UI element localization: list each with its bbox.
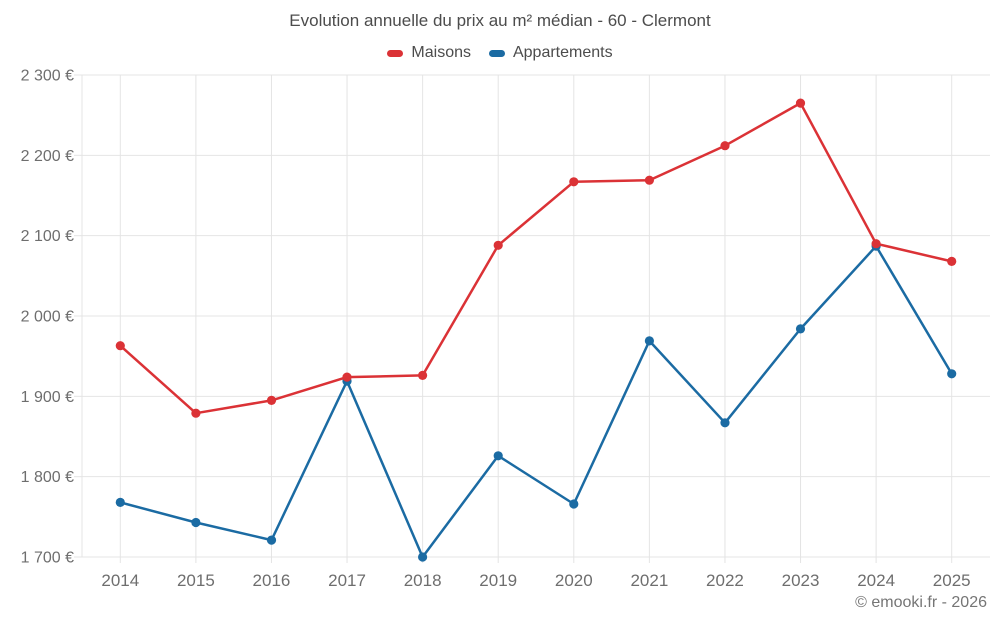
x-tick-label-2019: 2019 [479,571,517,590]
point-maisons-2015[interactable] [191,408,201,418]
point-appartements-2016[interactable] [266,535,277,545]
legend-label-maisons: Maisons [411,44,471,61]
y-tick-label-1700: 1 700 € [21,550,74,567]
point-appartements-2023[interactable] [795,324,806,334]
x-tick-label-2014: 2014 [101,571,139,590]
y-tick-label-2200: 2 200 € [21,148,74,165]
x-tick-label-2015: 2015 [177,571,215,590]
y-tick-label-2000: 2 000 € [21,309,74,326]
point-maisons-2023[interactable] [795,98,806,108]
point-maisons-2017[interactable] [342,372,352,382]
point-appartements-2025[interactable] [947,369,957,379]
point-appartements-2014[interactable] [115,497,125,507]
x-tick-label-2025: 2025 [933,571,971,590]
x-tick-label-2016: 2016 [253,571,291,590]
legend-swatch-maisons [387,49,404,57]
point-appartements-2022[interactable] [720,418,730,428]
legend-label-appartements: Appartements [512,44,613,61]
point-maisons-2014[interactable] [115,341,125,351]
point-appartements-2020[interactable] [569,499,579,509]
point-appartements-2015[interactable] [191,517,201,528]
x-tick-label-2024: 2024 [857,571,895,590]
y-tick-label-1900: 1 900 € [21,389,74,406]
x-tick-label-2023: 2023 [782,571,820,590]
point-maisons-2024[interactable] [871,239,881,249]
series-line-appartements [119,244,953,559]
y-tick-label-2100: 2 100 € [21,228,74,245]
point-maisons-2021[interactable] [644,175,655,185]
x-tick-label-2018: 2018 [404,571,442,590]
series-line-maisons [119,101,953,415]
copyright-text: © emooki.fr - 2026 [855,594,987,611]
point-appartements-2018[interactable] [418,552,428,562]
x-tick-label-2017: 2017 [328,571,366,590]
y-tick-label-1800: 1 800 € [21,469,74,486]
point-maisons-2019[interactable] [493,240,503,250]
point-appartements-2019[interactable] [493,451,503,461]
point-appartements-2021[interactable] [644,336,655,346]
legend-swatch-appartements [488,49,505,57]
point-maisons-2025[interactable] [947,256,957,266]
point-maisons-2018[interactable] [418,370,428,380]
x-tick-label-2020: 2020 [555,571,593,590]
point-maisons-2016[interactable] [266,395,277,405]
point-maisons-2020[interactable] [569,177,579,187]
x-tick-label-2022: 2022 [706,571,744,590]
y-tick-label-2300: 2 300 € [21,68,74,85]
legend: Maisons Appartements [0,44,1000,62]
legend-item-appartements[interactable]: Appartements [488,44,613,62]
x-tick-label-2021: 2021 [630,571,668,590]
chart-title: Evolution annuelle du prix au m² médian … [289,11,711,30]
point-maisons-2022[interactable] [720,141,730,151]
legend-item-maisons[interactable]: Maisons [387,44,471,62]
